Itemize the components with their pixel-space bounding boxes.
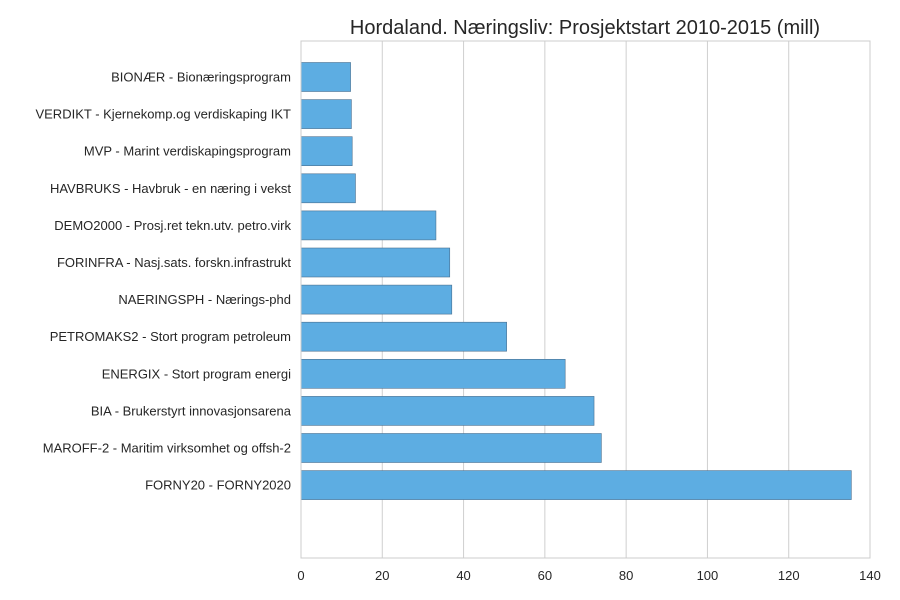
category-label: BIA - Brukerstyrt innovasjonsarena [91, 403, 292, 418]
category-label: MAROFF-2 - Maritim virksomhet og offsh-2 [43, 441, 291, 456]
x-tick-label: 140 [859, 568, 881, 583]
category-label: BIONÆR - Bionæringsprogram [111, 70, 291, 85]
category-labels: BIONÆR - Bionæringsprogram VERDIKT - Kjer… [35, 70, 291, 493]
bar [300, 433, 602, 463]
plot-frame [300, 40, 871, 559]
x-tick-label: 120 [778, 568, 800, 583]
bar [300, 321, 507, 352]
category-label: NAERINGSPH - Nærings-phd [118, 292, 291, 307]
bar [300, 173, 356, 204]
bar [300, 62, 351, 92]
bar [300, 210, 437, 241]
category-label: FORNY20 - FORNY2020 [145, 478, 291, 493]
x-tick-label: 100 [697, 568, 719, 583]
x-tick-labels: 0 20 40 60 80 100 120 140 [297, 568, 880, 583]
bar [300, 99, 352, 129]
category-label: PETROMAKS2 - Stort program petroleum [50, 329, 291, 344]
bar [300, 470, 852, 500]
category-label: FORINFRA - Nasj.sats. forskn.infrastrukt [57, 255, 291, 270]
bar [300, 247, 451, 278]
category-label: ENERGIX - Stort program energi [102, 366, 291, 381]
bar [300, 358, 566, 389]
category-label: VERDIKT - Kjernekomp.og verdiskaping IKT [35, 107, 291, 122]
category-label: HAVBRUKS - Havbruk - en næring i vekst [50, 181, 291, 196]
bar [300, 284, 453, 315]
bar [300, 396, 595, 426]
category-label: MVP - Marint verdiskapingsprogram [84, 144, 291, 159]
bars [300, 62, 852, 500]
x-tick-label: 40 [456, 568, 470, 583]
x-tick-label: 80 [619, 568, 633, 583]
grid-lines [300, 41, 871, 558]
category-label: DEMO2000 - Prosj.ret tekn.utv. petro.vir… [54, 218, 291, 233]
chart-title: Hordaland. Næringsliv: Prosjektstart 201… [350, 17, 820, 39]
x-tick-label: 20 [375, 568, 389, 583]
bar [300, 136, 353, 166]
x-tick-label: 60 [538, 568, 552, 583]
x-tick-label: 0 [297, 568, 304, 583]
